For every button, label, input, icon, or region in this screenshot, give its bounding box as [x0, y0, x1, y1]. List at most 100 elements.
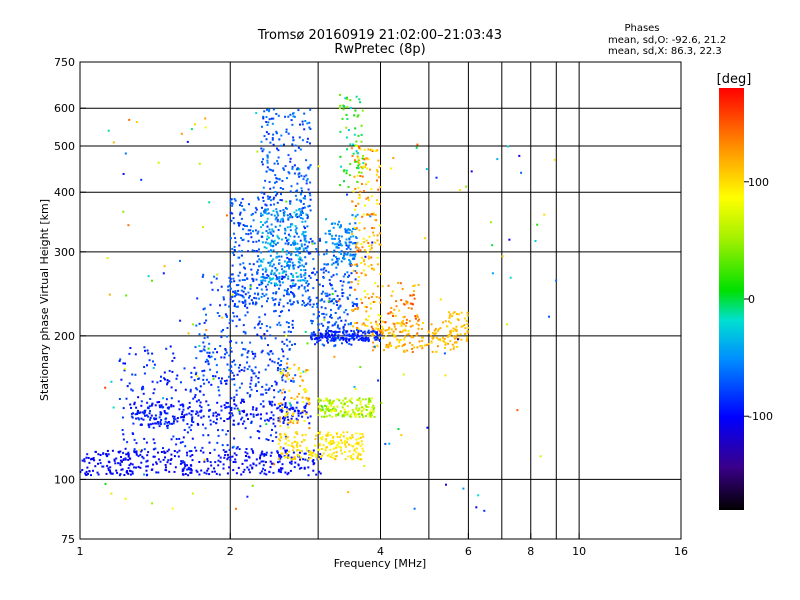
echo-point: [401, 345, 404, 348]
echo-point: [163, 451, 166, 454]
echo-point: [336, 242, 339, 245]
echo-point: [326, 454, 329, 457]
echo-point: [367, 337, 370, 339]
echo-point: [375, 338, 378, 341]
echo-point: [250, 376, 253, 379]
echo-point: [311, 320, 314, 323]
echo-point: [131, 463, 134, 466]
echo-point: [270, 462, 273, 465]
echo-point: [304, 277, 307, 280]
echo-point: [281, 278, 283, 280]
echo-point: [363, 290, 366, 293]
echo-point: [319, 437, 322, 440]
echo-point: [132, 422, 135, 425]
echo-point: [221, 444, 224, 447]
echo-point: [292, 242, 295, 245]
echo-point: [260, 279, 263, 282]
echo-point: [432, 332, 434, 334]
echo-point: [184, 445, 187, 448]
echo-point: [292, 451, 295, 454]
echo-point: [317, 397, 320, 400]
echo-point: [355, 150, 358, 153]
echo-point: [217, 389, 220, 392]
echo-point: [381, 320, 384, 323]
echo-point: [324, 449, 327, 452]
echo-point: [156, 381, 159, 384]
echo-point: [152, 438, 155, 441]
echo-point: [269, 187, 272, 190]
echo-point: [374, 282, 377, 285]
echo-point: [329, 300, 332, 303]
echo-point: [254, 355, 257, 358]
echo-point: [149, 418, 151, 421]
echo-point: [343, 311, 346, 314]
echo-point: [246, 452, 249, 455]
echo-point: [163, 377, 165, 380]
echo-point: [328, 414, 331, 417]
echo-point: [289, 300, 291, 303]
echo-point: [539, 455, 542, 458]
echo-point: [462, 487, 465, 490]
echo-point: [293, 239, 296, 242]
echo-point: [364, 398, 367, 401]
echo-point: [296, 182, 299, 185]
echo-point: [354, 443, 357, 446]
echo-point: [348, 333, 351, 336]
echo-point: [457, 338, 459, 341]
echo-point: [317, 432, 320, 434]
phases-line-x: mean, sd,X: 86.3, 22.3: [608, 46, 722, 57]
echo-point: [300, 275, 303, 278]
echo-point: [342, 399, 345, 402]
echo-point: [124, 497, 127, 500]
echo-point: [134, 353, 137, 356]
echo-point: [352, 325, 355, 328]
echo-point: [344, 228, 347, 231]
echo-point: [305, 281, 308, 284]
echo-point: [244, 293, 247, 296]
echo-point: [143, 473, 146, 476]
echo-point: [365, 239, 368, 242]
echo-point: [373, 268, 375, 271]
echo-point: [277, 357, 280, 360]
echo-point: [345, 331, 348, 334]
echo-point: [450, 329, 452, 332]
echo-point: [276, 451, 279, 454]
echo-point: [270, 223, 273, 226]
echo-point: [435, 332, 438, 335]
echo-point: [266, 235, 269, 238]
echo-point: [122, 173, 125, 175]
echo-point: [147, 275, 150, 278]
echo-point: [286, 357, 289, 360]
echo-point: [151, 422, 154, 425]
echo-point: [369, 415, 372, 418]
echo-point: [367, 401, 370, 403]
echo-point: [286, 344, 289, 347]
echo-point: [340, 235, 343, 238]
echo-point: [309, 194, 312, 197]
echo-point: [315, 473, 318, 476]
echo-point: [208, 351, 211, 354]
echo-point: [227, 456, 230, 459]
echo-point: [332, 436, 335, 439]
echo-point: [452, 327, 455, 330]
echo-point: [324, 412, 326, 415]
echo-point: [158, 416, 161, 419]
echo-point: [380, 329, 383, 332]
echo-point: [327, 341, 329, 344]
echo-point: [191, 459, 194, 462]
echo-point: [304, 273, 307, 276]
echo-point: [303, 467, 306, 470]
echo-point: [262, 464, 265, 467]
echo-point: [357, 186, 360, 189]
echo-point: [284, 434, 287, 437]
echo-point: [301, 303, 304, 306]
echo-point: [356, 457, 359, 459]
echo-point: [326, 331, 329, 334]
echo-point: [241, 205, 244, 207]
echo-point: [111, 472, 114, 475]
echo-point: [278, 321, 281, 324]
echo-point: [435, 336, 438, 339]
echo-point: [358, 147, 361, 149]
echo-point: [266, 300, 268, 303]
echo-point: [272, 471, 275, 474]
